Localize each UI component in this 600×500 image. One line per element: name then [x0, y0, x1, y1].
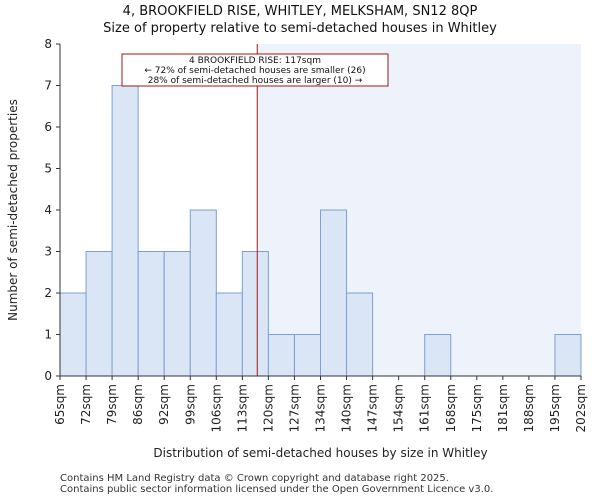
y-tick-label: 5: [44, 162, 52, 176]
y-tick-label: 3: [44, 245, 52, 259]
footer-licence: Contains public sector information licen…: [60, 484, 494, 495]
x-tick-label: 86sqm: [131, 384, 145, 425]
footer-copyright: Contains HM Land Registry data © Crown c…: [60, 473, 449, 484]
histogram-bar: [320, 209, 348, 377]
y-tick-label: 2: [44, 286, 52, 300]
histogram-bar: [554, 334, 582, 377]
x-tick-label: 175sqm: [470, 384, 484, 432]
histogram-bar: [424, 334, 452, 377]
histogram-bar: [137, 251, 165, 377]
x-tick-label: 202sqm: [574, 384, 588, 432]
histogram-bar: [163, 251, 191, 377]
x-axis-label: Distribution of semi-detached houses by …: [153, 446, 487, 460]
histogram-bar: [85, 251, 113, 377]
x-tick-label: 113sqm: [235, 384, 249, 432]
histogram-bar: [59, 292, 87, 377]
histogram-bar: [267, 334, 295, 377]
annotation-line-1: 4 BROOKFIELD RISE: 117sqm: [189, 56, 321, 66]
y-tick-label: 4: [44, 203, 52, 217]
chart-title: 4, BROOKFIELD RISE, WHITLEY, MELKSHAM, S…: [122, 4, 478, 19]
histogram-bar: [293, 334, 322, 377]
y-axis-label: Number of semi-detached properties: [6, 99, 20, 321]
histogram-bar: [189, 209, 217, 377]
annotation-box: [121, 53, 389, 87]
histogram-bar: [215, 292, 243, 377]
x-tick-label: 79sqm: [105, 384, 119, 425]
histogram-bar: [111, 85, 139, 377]
larger-region-shade: [257, 44, 581, 376]
x-tick-label: 188sqm: [522, 384, 536, 432]
x-tick-label: 168sqm: [444, 384, 458, 432]
x-tick-label: 154sqm: [392, 384, 406, 432]
x-tick-label: 72sqm: [79, 384, 93, 425]
x-tick-label: 106sqm: [209, 384, 223, 432]
y-tick-label: 6: [44, 120, 52, 134]
x-tick-label: 65sqm: [53, 384, 67, 425]
x-tick-label: 92sqm: [157, 384, 171, 425]
x-tick-label: 181sqm: [496, 384, 510, 432]
histogram-bar: [241, 251, 269, 377]
chart-subtitle: Size of property relative to semi-detach…: [103, 21, 497, 36]
annotation-line-2: ← 72% of semi-detached houses are smalle…: [144, 66, 365, 76]
x-tick-label: 195sqm: [548, 384, 562, 432]
y-tick-label: 7: [44, 79, 52, 93]
x-tick-label: 161sqm: [418, 384, 432, 432]
x-tick-label: 134sqm: [314, 384, 328, 432]
x-tick-label: 147sqm: [366, 384, 380, 432]
x-tick-label: 127sqm: [287, 384, 301, 432]
x-tick-label: 99sqm: [183, 384, 197, 425]
x-tick-label: 140sqm: [340, 384, 354, 432]
histogram-bar: [346, 292, 374, 377]
y-tick-label: 1: [44, 328, 52, 342]
y-tick-label: 8: [44, 37, 52, 51]
annotation-line-3: 28% of semi-detached houses are larger (…: [148, 76, 363, 86]
y-tick-label: 0: [44, 369, 52, 383]
x-tick-label: 120sqm: [261, 384, 275, 432]
